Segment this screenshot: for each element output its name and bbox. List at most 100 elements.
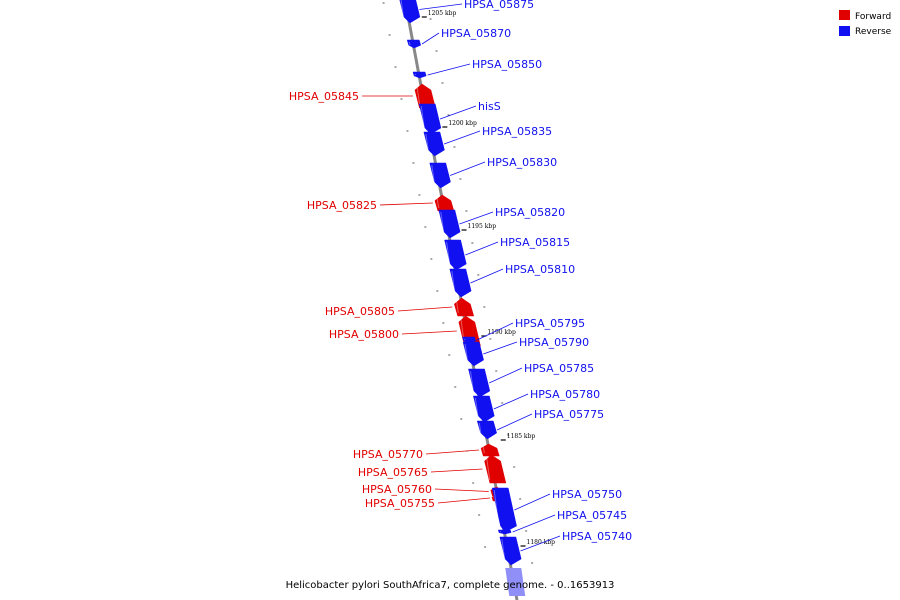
gene-label-connector [421,32,440,45]
scale-tick-label: 1185 kbp [507,433,536,440]
gene-shading [482,445,485,454]
scale-ticks: 1205 kbp 1200 kbp 1195 kbp 1190 kbp 1185 kbp… [421,10,556,547]
gene-feature[interactable]: HPSA_05785 [468,362,594,398]
gene-shading [455,299,459,314]
gene-shading [493,489,500,530]
reverse-gene-arrow[interactable] [406,39,422,49]
gene-label-connector [449,161,486,176]
reverse-gene-arrow[interactable] [429,162,451,189]
forward-gene-arrow[interactable] [480,443,500,457]
gene-label[interactable]: HPSA_05815 [500,236,570,249]
gene-feature[interactable]: HPSA_05870 [406,27,511,49]
gene-shading [451,270,456,295]
gene-label[interactable]: HPSA_05775 [534,408,604,421]
gene-label[interactable]: HPSA_05805 [325,305,395,318]
reverse-gene-arrow[interactable] [499,536,522,566]
reverse-gene-arrow[interactable] [423,131,445,157]
gene-label-connector [520,535,561,552]
scale-tick-label: 1190 kbp [487,329,516,336]
reverse-gene-arrow[interactable] [491,487,517,533]
gene-label-connector [427,63,471,76]
gene-label[interactable]: HPSA_05830 [487,156,557,169]
gene-shading [420,105,426,132]
reverse-gene-arrow[interactable] [476,420,497,440]
gene-shading [416,85,421,106]
genes-layer: HPSA_05875 HPSA_05870 HPSA_05850 HPSA_05845… [289,0,632,596]
gene-label[interactable]: HPSA_05765 [358,466,428,479]
gene-feature[interactable]: HPSA_05740 [499,530,632,566]
gene-label[interactable]: HPSA_05740 [562,530,632,543]
gene-feature[interactable]: HPSA_05830 [429,156,557,189]
gene-shading [464,343,469,364]
gene-feature[interactable]: HPSA_05760 [362,483,505,497]
gene-feature[interactable]: HPSA_05810 [449,263,575,298]
gene-feature[interactable]: HPSA_05825 [307,194,455,212]
gene-feature[interactable]: HPSA_05875 [399,0,534,24]
gene-label[interactable]: HPSA_05800 [329,328,399,341]
gene-feature[interactable]: HPSA_05775 [476,408,604,440]
scale-tick-label: 1205 kbp [428,10,457,17]
gene-feature[interactable]: HPSA_05765 [358,454,507,484]
gene-label[interactable]: HPSA_05835 [482,125,552,138]
gene-label[interactable]: HPSA_05870 [441,27,511,40]
forward-gene-arrow[interactable] [434,194,455,212]
reverse-gene-arrow[interactable] [399,0,421,24]
reverse-gene-arrow[interactable] [468,368,491,398]
reverse-gene-arrow[interactable] [438,209,461,239]
reverse-gene-arrow[interactable] [462,341,484,367]
gene-label[interactable]: HPSA_05745 [557,509,627,522]
minor-ticks [382,2,534,564]
forward-gene-arrow[interactable] [484,454,507,484]
gene-feature[interactable]: HPSA_05845 [289,83,436,109]
gene-label-connector [419,3,463,10]
gene-label[interactable]: HPSA_05790 [519,336,589,349]
forward-gene-arrow[interactable] [414,83,436,109]
gene-shading [501,538,506,563]
gene-label[interactable]: HPSA_05780 [530,388,600,401]
forward-gene-arrow[interactable] [454,297,475,317]
legend-reverse-label: Reverse [855,27,892,37]
reverse-gene-arrow[interactable] [444,239,467,271]
gene-feature[interactable]: HPSA_05745 [497,509,627,535]
gene-feature[interactable]: HPSA_05790 [462,336,589,367]
gene-feature[interactable]: HPSA_05815 [444,236,571,271]
gene-label-connector [470,268,504,284]
reverse-gene-arrow[interactable] [497,529,512,535]
gene-label[interactable]: HPSA_05875 [464,0,534,11]
gene-shading [486,456,491,481]
gene-feature[interactable]: HPSA_05805 [325,297,475,318]
gene-feature[interactable]: HPSA_05820 [438,206,565,239]
reverse-gene-arrow[interactable] [473,395,495,423]
gene-label-connector [493,393,529,410]
gene-label[interactable]: HPSA_05770 [353,448,423,461]
gene-feature[interactable]: HPSA_05750 [491,487,622,533]
gene-label[interactable]: HPSA_05750 [552,488,622,501]
gene-feature[interactable]: HPSA_05755 [365,494,506,510]
scale-tick-label: 1200 kbp [448,120,477,127]
scale-tick-label: 1180 kbp [527,539,556,546]
gene-label[interactable]: HPSA_05795 [515,317,585,330]
reverse-gene-arrow[interactable] [412,71,427,79]
gene-label[interactable]: HPSA_05760 [362,483,432,496]
gene-feature[interactable]: HPSA_05850 [412,58,542,79]
gene-feature[interactable]: HPSA_05770 [353,443,500,461]
gene-label-connector [434,488,489,492]
legend-forward-label: Forward [855,12,891,22]
gene-shading [400,0,405,21]
gene-feature[interactable]: hisS [418,100,501,135]
gene-feature[interactable]: HPSA_05780 [473,388,600,423]
gene-feature[interactable]: HPSA_05800 [329,315,481,347]
gene-label[interactable]: hisS [478,100,501,113]
gene-label[interactable]: HPSA_05810 [505,263,575,276]
gene-label[interactable]: HPSA_05845 [289,90,359,103]
reverse-gene-arrow[interactable] [418,103,442,135]
gene-label[interactable]: HPSA_05825 [307,199,377,212]
gene-label[interactable]: HPSA_05850 [472,58,542,71]
reverse-gene-arrow[interactable] [449,268,472,298]
gene-feature[interactable]: HPSA_05835 [423,125,552,157]
gene-label[interactable]: HPSA_05755 [365,497,435,510]
gene-shading [469,370,475,395]
gene-label[interactable]: HPSA_05785 [524,362,594,375]
gene-label[interactable]: HPSA_05820 [495,206,565,219]
gene-feature[interactable]: HPSA_05795 [462,317,585,344]
